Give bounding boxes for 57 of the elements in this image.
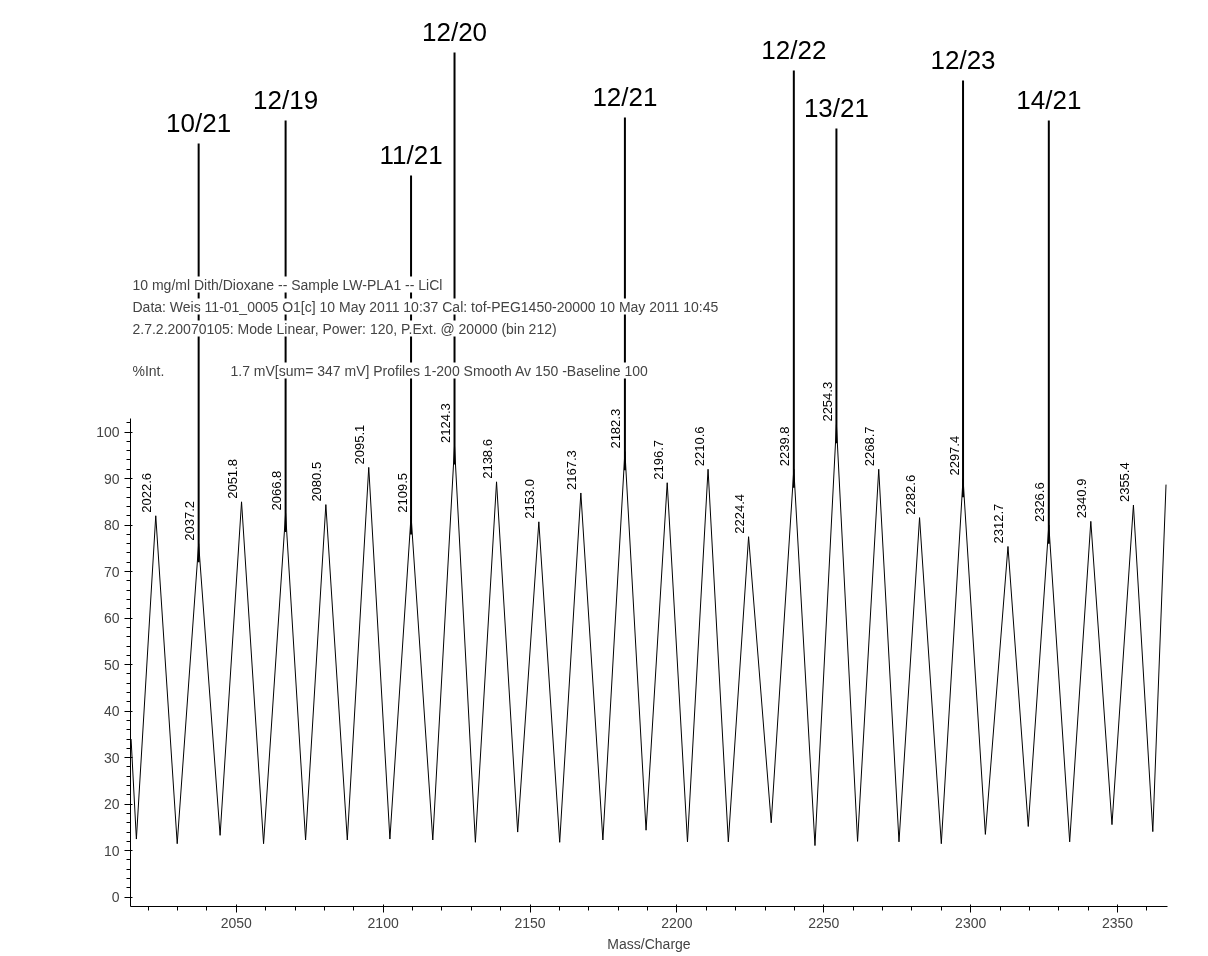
x-tick-label: 2250: [808, 914, 840, 931]
y-tick-label: 50: [103, 656, 120, 673]
annotation: 2340.9: [1074, 478, 1090, 519]
text: Data: Weis 11-01_0005 O1[c] 10 May 2011 10:37 Cal: tof-PEG1450-20000 10 May 2011 10:45: [132, 298, 719, 315]
annotation: 2196.7: [650, 439, 666, 480]
x-tick-label: 2100: [367, 914, 399, 931]
annotation: 2182.3: [608, 408, 624, 449]
x-tick-label: 2200: [661, 914, 693, 931]
y-tick-label: 20: [103, 796, 120, 813]
x-tick-label: 2350: [1101, 914, 1134, 931]
annotation: 2326.6: [1032, 482, 1048, 523]
annotation: 2153.0: [522, 479, 538, 519]
x-tick-label: 2300: [955, 914, 987, 931]
annotation: 12/23: [930, 44, 996, 75]
y-tick-label: 0: [111, 889, 120, 906]
x-tick-label: 2150: [514, 914, 546, 931]
annotation: 12/20: [421, 16, 488, 47]
annotation: 2224.4: [732, 493, 748, 534]
annotation: 12/22: [761, 34, 827, 65]
annotation: 2167.3: [564, 450, 580, 490]
chart-title: 10 mg/ml Dith/Dioxane -- Sample LW-PLA1 -- LiCl: [132, 276, 443, 293]
annotation: 2080.5: [309, 461, 325, 502]
annotation: 2297.4: [946, 435, 962, 476]
annotation: 11/21: [379, 139, 443, 170]
y-tick-label: 100: [96, 424, 120, 441]
text: 2.7.2.20070105: Mode Linear, Power: 120, P.Ext. @ 20000 (bin 212): [132, 320, 557, 337]
annotation: 2312.7: [991, 503, 1007, 544]
annotation: 2239.8: [777, 426, 793, 467]
y-tick-label: 30: [103, 749, 120, 766]
y-axis-title: %Int.: [132, 362, 165, 379]
annotation: 12/21: [592, 81, 658, 112]
annotation: 12/19: [253, 84, 319, 115]
annotation: 2109.5: [394, 473, 410, 513]
y-tick-label: 90: [103, 470, 120, 487]
annotation: 2051.8: [225, 459, 241, 499]
x-tick-label: 2050: [220, 914, 253, 931]
annotation: 2138.6: [480, 439, 496, 479]
annotation: 2268.7: [862, 426, 878, 467]
y-tick-label: 70: [103, 563, 120, 580]
annotation: 10/21: [166, 107, 232, 138]
annotation: 14/21: [1016, 84, 1082, 115]
annotation: 2355.4: [1116, 462, 1132, 503]
annotation: 2254.3: [819, 381, 835, 422]
text: 1.7 mV[sum= 347 mV] Profiles 1-200 Smooth Av 150 -Baseline 100: [230, 362, 648, 379]
annotation: 2037.2: [182, 500, 198, 541]
x-axis-title: Mass/Charge: [607, 935, 691, 952]
annotation: 2066.8: [269, 470, 285, 511]
annotation: 2124.3: [438, 403, 454, 443]
y-tick-label: 40: [103, 703, 120, 720]
annotation: 2210.6: [691, 426, 707, 467]
annotation: 2095.1: [352, 424, 368, 465]
y-tick-label: 80: [103, 517, 120, 534]
annotation: 2282.6: [903, 474, 919, 515]
annotation: 2022.6: [139, 473, 155, 513]
y-tick-label: 60: [103, 610, 120, 627]
y-tick-label: 10: [103, 842, 120, 859]
annotation: 13/21: [803, 92, 869, 123]
